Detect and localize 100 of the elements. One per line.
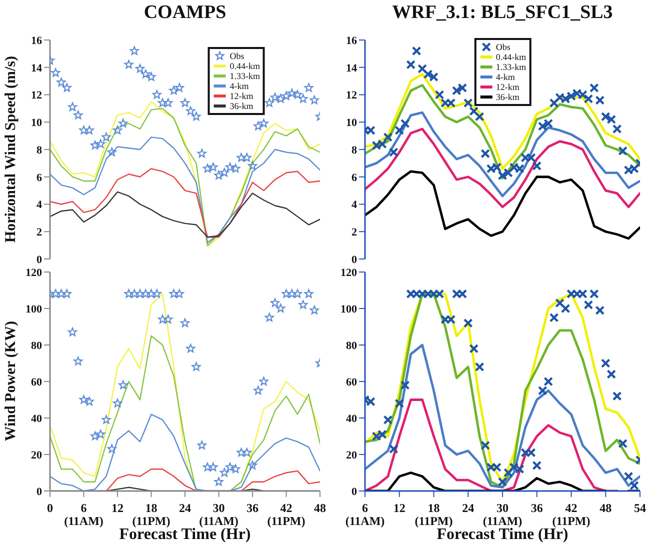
point: [388, 444, 398, 454]
chart-title: COAMPS: [142, 2, 228, 24]
legend-label: 36-km: [496, 92, 520, 102]
line-series: [365, 73, 640, 170]
point: [504, 468, 513, 478]
y-tick-label: 2: [352, 226, 358, 239]
point: [282, 289, 291, 298]
point: [276, 304, 286, 312]
y-tick-label: 6: [36, 172, 42, 184]
y-tick-label: 12: [31, 90, 42, 102]
point: [400, 118, 410, 128]
point: [130, 46, 139, 55]
y-tick-label: 100: [26, 303, 42, 316]
point: [248, 161, 258, 170]
line-series: [365, 128, 640, 208]
point: [220, 168, 229, 177]
point: [152, 289, 162, 298]
y-tick-label: 0: [36, 254, 42, 266]
legend-label: 12-km: [230, 91, 254, 101]
point: [254, 121, 263, 130]
point: [264, 98, 274, 107]
x-tick-label: 48: [600, 501, 612, 515]
y-tick-label: 10: [346, 117, 358, 130]
point: [68, 327, 78, 336]
legend-label: Obs: [230, 51, 244, 61]
x-tick-label: 12: [112, 501, 124, 515]
point: [135, 64, 145, 73]
point: [62, 289, 72, 298]
y-tick-label: 12: [346, 90, 358, 102]
point: [366, 396, 376, 406]
legend-label: Obs: [496, 42, 510, 52]
point: [388, 148, 398, 157]
point: [254, 386, 263, 395]
y-tick-label: 60: [31, 376, 42, 388]
x-tick-label: 30 (11AM): [482, 501, 522, 528]
y-tick-label: 16: [31, 34, 42, 47]
y-tick-label: 14: [31, 62, 42, 74]
point: [124, 60, 134, 69]
point: [236, 448, 246, 457]
y-tick-label: 120: [26, 266, 42, 279]
point: [130, 289, 139, 298]
point: [231, 164, 240, 173]
point: [383, 132, 393, 142]
point: [62, 83, 72, 92]
point: [231, 464, 240, 474]
point: [474, 362, 484, 372]
x-tick-label: 42 (11PM): [267, 501, 306, 528]
y-tick-label: 40: [346, 412, 358, 425]
point: [463, 318, 473, 328]
y-tick-label: 8: [352, 144, 358, 156]
point: [164, 98, 173, 107]
y-tick-label: 8: [36, 144, 42, 156]
point: [474, 112, 484, 122]
point: [304, 83, 314, 92]
point: [248, 460, 258, 470]
point: [310, 306, 319, 314]
point: [112, 126, 122, 134]
point: [225, 462, 235, 472]
point: [68, 102, 78, 112]
point: [214, 477, 224, 486]
y-axis-title: Horizontal Wind Speed (m/s): [2, 56, 20, 243]
y-tick-label: 16: [346, 34, 358, 47]
point: [102, 415, 111, 424]
point: [118, 380, 128, 390]
point: [618, 438, 628, 448]
legend-label: 36-km: [230, 101, 254, 111]
y-tick-label: 20: [346, 449, 358, 462]
point: [259, 376, 268, 386]
x-axis-title: Forecast Time (Hr): [436, 526, 568, 543]
point: [192, 112, 201, 121]
point: [146, 289, 156, 298]
x-tick-label: 6 (11AM): [345, 501, 385, 528]
point: [538, 386, 548, 396]
point: [366, 126, 376, 136]
point: [208, 162, 218, 172]
x-tick-label: 30 (11AM): [199, 501, 238, 528]
line-series: [365, 398, 618, 491]
point: [600, 358, 610, 368]
point: [270, 298, 280, 307]
point: [589, 289, 599, 299]
point: [412, 46, 422, 56]
line-series: [50, 168, 320, 238]
point: [51, 289, 60, 298]
point: [242, 152, 252, 162]
x-tick-label: 12: [393, 501, 406, 515]
y-tick-label: 80: [31, 340, 42, 352]
point: [236, 152, 246, 162]
point: [158, 98, 168, 107]
point: [74, 356, 83, 366]
point: [214, 170, 224, 180]
x-tick-label: 54: [634, 501, 646, 515]
y-tick-label: 100: [340, 303, 358, 316]
point: [584, 94, 594, 104]
point: [418, 64, 427, 74]
point: [595, 306, 605, 316]
y-tick-label: 2: [36, 226, 42, 239]
point: [287, 88, 296, 98]
point: [169, 289, 178, 298]
point: [282, 91, 291, 100]
point: [469, 344, 479, 354]
